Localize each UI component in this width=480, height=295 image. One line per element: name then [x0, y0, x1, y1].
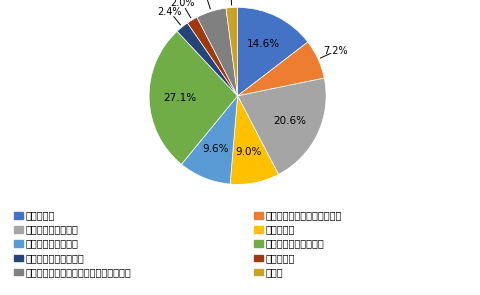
Wedge shape [226, 7, 238, 96]
Text: 海外のアニメーション: 海外のアニメーション [25, 253, 84, 263]
Wedge shape [197, 8, 238, 96]
Text: 7.2%: 7.2% [324, 46, 348, 56]
Text: 2.0%: 2.0% [170, 0, 194, 8]
Text: その他: その他 [265, 267, 283, 277]
Text: 9.6%: 9.6% [203, 144, 229, 154]
Wedge shape [188, 17, 238, 96]
Wedge shape [230, 96, 278, 184]
Text: 日本のアニメーション: 日本のアニメーション [265, 239, 324, 249]
Wedge shape [238, 7, 308, 96]
Text: 27.1%: 27.1% [164, 93, 197, 103]
Wedge shape [177, 23, 238, 96]
Wedge shape [238, 78, 326, 174]
Wedge shape [149, 31, 238, 164]
Text: 海外のテレビドラマ: 海外のテレビドラマ [25, 224, 78, 235]
Text: 2.4%: 2.4% [157, 7, 182, 17]
Text: 日本の映画: 日本の映画 [265, 224, 295, 235]
Text: 音楽ビデオ: 音楽ビデオ [265, 253, 295, 263]
Text: 海外の映画: 海外の映画 [25, 210, 55, 220]
Text: 20.6%: 20.6% [273, 116, 306, 126]
Text: 14.6%: 14.6% [247, 39, 280, 49]
Wedge shape [238, 42, 324, 96]
Text: お笑い・バラエティ・リアリティショー: お笑い・バラエティ・リアリティショー [25, 267, 131, 277]
Text: 日本のテレビドラマ: 日本のテレビドラマ [25, 239, 78, 249]
Text: アジアの映画・テレビドラマ: アジアの映画・テレビドラマ [265, 210, 342, 220]
Wedge shape [181, 96, 238, 184]
Text: 9.0%: 9.0% [236, 147, 262, 157]
